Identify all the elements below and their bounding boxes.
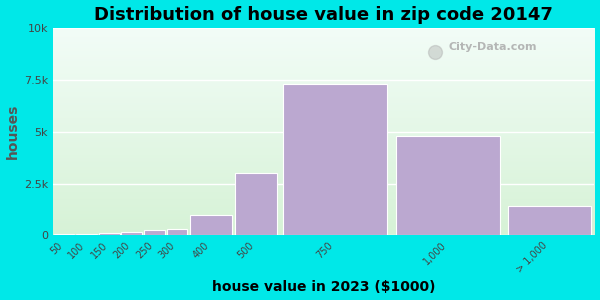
- Bar: [99, 233, 119, 236]
- Bar: [76, 234, 97, 236]
- X-axis label: house value in 2023 ($1000): house value in 2023 ($1000): [212, 280, 436, 294]
- Bar: [508, 206, 591, 236]
- Bar: [235, 173, 277, 236]
- Title: Distribution of house value in zip code 20147: Distribution of house value in zip code …: [94, 6, 553, 24]
- Bar: [396, 136, 500, 236]
- Bar: [283, 84, 387, 236]
- Bar: [121, 232, 142, 236]
- Bar: [54, 234, 74, 236]
- Bar: [144, 230, 165, 236]
- Y-axis label: houses: houses: [5, 104, 20, 159]
- Bar: [190, 215, 232, 236]
- Text: City-Data.com: City-Data.com: [448, 42, 537, 52]
- Bar: [167, 229, 187, 236]
